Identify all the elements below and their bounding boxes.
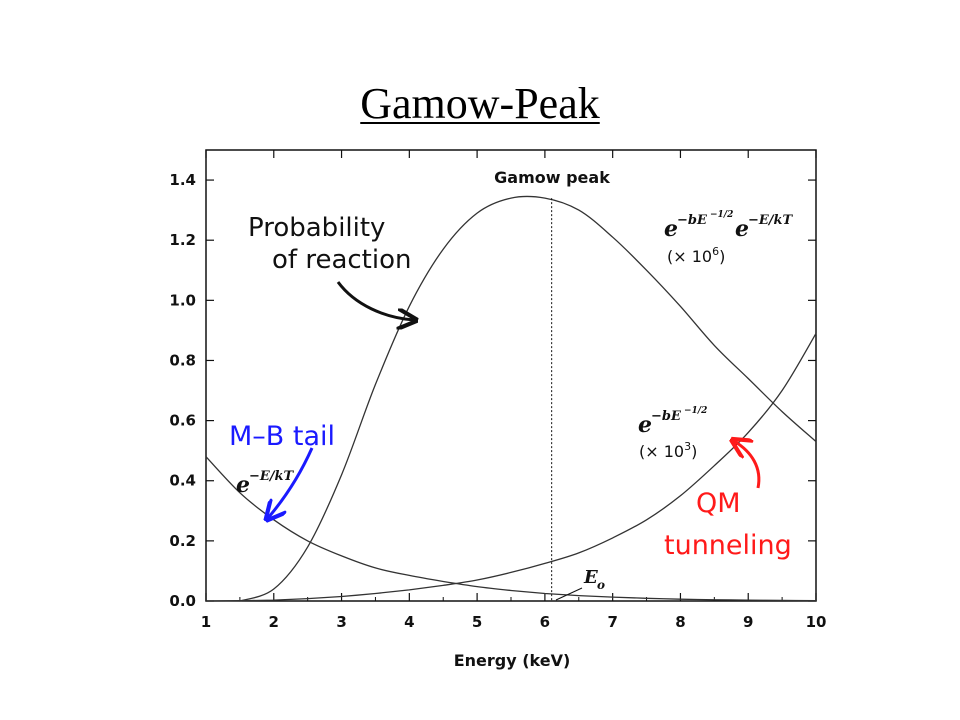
series-group bbox=[205, 195, 817, 602]
probability-label-line1: Probability bbox=[248, 213, 385, 243]
eo-label: E o bbox=[583, 567, 605, 592]
y-tick-label: 1.4 bbox=[169, 171, 196, 189]
tunnel-formula-exp2: −1/2 bbox=[684, 406, 707, 416]
x-tick-label: 5 bbox=[472, 613, 482, 631]
gamow-scale-post: ) bbox=[719, 247, 725, 266]
y-tick-label: 0.0 bbox=[169, 592, 196, 610]
gamow-formula-e1: e bbox=[664, 216, 678, 242]
gamow-peak-curve bbox=[239, 195, 817, 602]
y-tick-label: 1.2 bbox=[169, 231, 196, 249]
probability-arrow bbox=[336, 281, 414, 320]
tunnel-scale-pre: (× 10 bbox=[639, 442, 684, 461]
x-tick-label: 3 bbox=[336, 613, 346, 631]
qm-label-line2: tunneling bbox=[664, 530, 792, 561]
x-tick-label: 10 bbox=[806, 613, 827, 631]
qm-arrow bbox=[734, 441, 761, 489]
axis-ticks: 1 2 3 4 5 6 7 8 9 10 0.0 0.2 0.4 0.6 0.8 1.0 1.2 1.4 bbox=[169, 150, 826, 631]
probability-label-line2: of reaction bbox=[272, 245, 411, 275]
tunnel-formula-e: e bbox=[638, 412, 652, 438]
x-tick-label: 8 bbox=[675, 613, 685, 631]
mb-formula: e −E/kT bbox=[236, 469, 295, 498]
x-tick-label: 9 bbox=[743, 613, 753, 631]
x-tick-label: 4 bbox=[404, 613, 414, 631]
x-tick-label: 1 bbox=[201, 613, 211, 631]
gamow-formula-exp1: −bE bbox=[677, 213, 708, 228]
svg-text:(× 106): (× 106) bbox=[667, 245, 725, 266]
eo-label-sub: o bbox=[597, 578, 605, 592]
y-tick-label: 1.0 bbox=[169, 291, 196, 309]
x-tick-label: 6 bbox=[540, 613, 550, 631]
mb-tail-curve bbox=[205, 456, 817, 602]
gamow-formula-exp2: −E/kT bbox=[748, 213, 794, 228]
mb-formula-e: e bbox=[236, 472, 250, 498]
gamow-formula-e2: e bbox=[735, 216, 749, 242]
tunnel-scale-exp: 3 bbox=[684, 440, 691, 453]
slide-title-text: Gamow-Peak bbox=[360, 79, 600, 128]
tunnel-scale-post: ) bbox=[691, 442, 697, 461]
gamow-formula: e −bE −1/2 e −E/kT (× 106) bbox=[664, 210, 794, 266]
x-tick-label: 7 bbox=[607, 613, 617, 631]
gamow-peak-label: Gamow peak bbox=[494, 168, 610, 187]
y-tick-label: 0.6 bbox=[169, 412, 196, 430]
gamow-scale-pre: (× 10 bbox=[667, 247, 712, 266]
mb-tail-label: M–B tail bbox=[229, 421, 335, 452]
mb-tail-arrow bbox=[268, 447, 314, 518]
eo-label-base: E bbox=[583, 567, 598, 588]
tunnel-formula-exp: −bE bbox=[651, 409, 682, 424]
qm-label-line1: QM bbox=[696, 488, 741, 519]
x-axis-label: Energy (keV) bbox=[454, 651, 571, 670]
tunnel-formula: e −bE −1/2 (× 103) bbox=[638, 406, 707, 461]
gamow-formula-exp1b: −1/2 bbox=[710, 210, 733, 220]
mb-formula-exp: −E/kT bbox=[249, 469, 295, 484]
eo-pointer bbox=[555, 587, 583, 601]
x-tick-label: 2 bbox=[269, 613, 279, 631]
y-tick-label: 0.4 bbox=[169, 472, 196, 490]
y-tick-label: 0.2 bbox=[169, 532, 196, 550]
slide-title: Gamow-Peak bbox=[0, 78, 960, 129]
svg-text:(× 103): (× 103) bbox=[639, 440, 697, 461]
gamow-scale-exp: 6 bbox=[712, 245, 719, 258]
y-tick-label: 0.8 bbox=[169, 351, 196, 369]
tunneling-curve bbox=[205, 333, 817, 602]
